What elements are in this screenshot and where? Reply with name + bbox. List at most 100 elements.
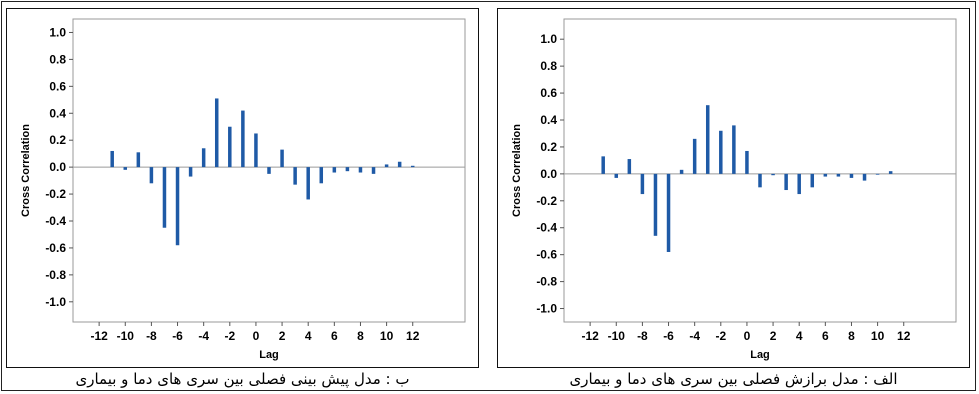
x-tick-label: 12 [897, 329, 911, 343]
y-tick-label: -0.6 [45, 241, 66, 255]
y-tick-label: 1.0 [540, 32, 557, 46]
plot-area [72, 18, 466, 323]
ccf-bar [614, 173, 619, 178]
ccf-bar [241, 110, 245, 168]
ccf-bar [875, 173, 880, 175]
caption-forecast: ب : مدل پیش بینی فصلی بین سری های دما و … [75, 370, 410, 388]
caption-fit: الف : مدل برازش فصلی بین سری های دما و ب… [569, 370, 898, 388]
cross-correlation-chart-fit: 1.0 0.8 0.6 0.4 0.2 0.0 -0.2 -0.4 -0.6 -0.8 -1.0 -1… [511, 18, 957, 361]
x-tick-label: 4 [796, 329, 803, 343]
ccf-bar [188, 167, 193, 177]
ccf-bar [679, 169, 684, 174]
ccf-bar [149, 167, 154, 184]
x-tick-label: -8 [637, 329, 648, 343]
ccf-bar [214, 98, 219, 168]
ccf-bar [175, 167, 180, 246]
x-tick-label: 0 [253, 329, 260, 343]
x-tick-label: 4 [305, 329, 312, 343]
y-tick-label: -1.0 [45, 295, 66, 309]
ccf-bar [745, 150, 749, 174]
x-tick-label: -10 [608, 329, 626, 343]
x-tick-label: 12 [406, 329, 420, 343]
ccf-bar [810, 173, 815, 188]
ccf-bar [836, 173, 841, 177]
ccf-bar [692, 138, 697, 174]
ccf-bar [228, 126, 232, 168]
x-tick-label: 6 [822, 329, 829, 343]
x-tick-label: 10 [871, 329, 885, 343]
ccf-bar [136, 152, 141, 168]
x-tick-label: -12 [90, 329, 108, 343]
chart-panel-fit: 1.0 0.8 0.6 0.4 0.2 0.0 -0.2 -0.4 -0.6 -0.8 -1.0 -1… [497, 8, 970, 368]
ccf-bar [293, 167, 297, 185]
y-tick-label: 0.2 [540, 140, 557, 154]
y-tick-label: -0.8 [536, 275, 557, 289]
ccf-bar [601, 156, 605, 174]
x-tick-label: -8 [146, 329, 157, 343]
ccf-bar [653, 173, 658, 236]
x-tick-label: 10 [380, 329, 394, 343]
y-tick-label: 1.0 [49, 25, 66, 39]
x-tick-label: -2 [224, 329, 235, 343]
x-tick-label: 0 [744, 329, 751, 343]
x-tick-label: 8 [357, 329, 364, 343]
y-tick-label: -0.8 [45, 268, 66, 282]
ccf-bar [888, 171, 893, 174]
ccf-bar [823, 173, 828, 177]
y-tick-label: -0.2 [536, 194, 557, 208]
y-tick-label: -0.4 [536, 221, 557, 235]
chart-panel-forecast: 1.0 0.8 0.6 0.4 0.2 0.0 -0.2 -0.4 -0.6 -0.8 -1.0 -1… [6, 8, 479, 368]
ccf-bar [758, 173, 762, 188]
ccf-bar [110, 150, 114, 168]
y-tick-label: 0.6 [540, 86, 557, 100]
ccf-bar [627, 159, 632, 174]
x-tick-label: 8 [848, 329, 855, 343]
cross-correlation-chart-forecast: 1.0 0.8 0.6 0.4 0.2 0.0 -0.2 -0.4 -0.6 -0.8 -1.0 -1… [20, 18, 466, 361]
ccf-bar [849, 173, 854, 178]
ccf-bar [797, 173, 801, 195]
ccf-bar [384, 164, 389, 168]
y-axis-label: Cross Correlation [511, 124, 523, 217]
ccf-bar [784, 173, 788, 191]
x-tick-label: -6 [663, 329, 674, 343]
ccf-bar [345, 167, 350, 172]
ccf-bar [280, 149, 284, 168]
ccf-bar [254, 133, 258, 168]
ccf-bar [162, 167, 167, 228]
y-tick-label: 0.8 [540, 59, 557, 73]
y-tick-label: -0.2 [45, 187, 66, 201]
x-tick-label: -2 [715, 329, 726, 343]
x-tick-label: 6 [331, 329, 338, 343]
ccf-bar [267, 167, 271, 174]
ccf-bar [123, 167, 128, 170]
ccf-bar [705, 105, 710, 174]
ccf-bar [319, 167, 324, 184]
y-tick-label: 0.4 [540, 113, 557, 127]
ccf-bar [640, 173, 645, 195]
ccf-bar [332, 167, 337, 173]
y-axis-label: Cross Correlation [20, 124, 32, 217]
ccf-bar [771, 173, 775, 176]
ccf-bar [666, 173, 671, 252]
ccf-bar [306, 167, 310, 200]
x-axis-label: Lag [259, 349, 279, 361]
y-tick-label: 0.4 [49, 106, 66, 120]
y-tick-label: -0.4 [45, 214, 66, 228]
ccf-bar [371, 167, 376, 174]
x-tick-label: -4 [689, 329, 700, 343]
y-tick-label: -1.0 [536, 302, 557, 316]
ccf-bar [719, 130, 723, 174]
x-tick-label: 2 [770, 329, 777, 343]
x-tick-label: -10 [117, 329, 135, 343]
x-tick-label: -4 [198, 329, 209, 343]
ccf-bar [410, 165, 415, 168]
y-tick-label: 0.0 [49, 160, 66, 174]
y-tick-label: 0.0 [540, 167, 557, 181]
ccf-bar [201, 148, 206, 168]
ccf-bar [862, 173, 867, 181]
x-tick-label: 2 [279, 329, 286, 343]
ccf-bar [732, 125, 736, 174]
y-tick-label: -0.6 [536, 248, 557, 262]
y-tick-label: 0.6 [49, 79, 66, 93]
